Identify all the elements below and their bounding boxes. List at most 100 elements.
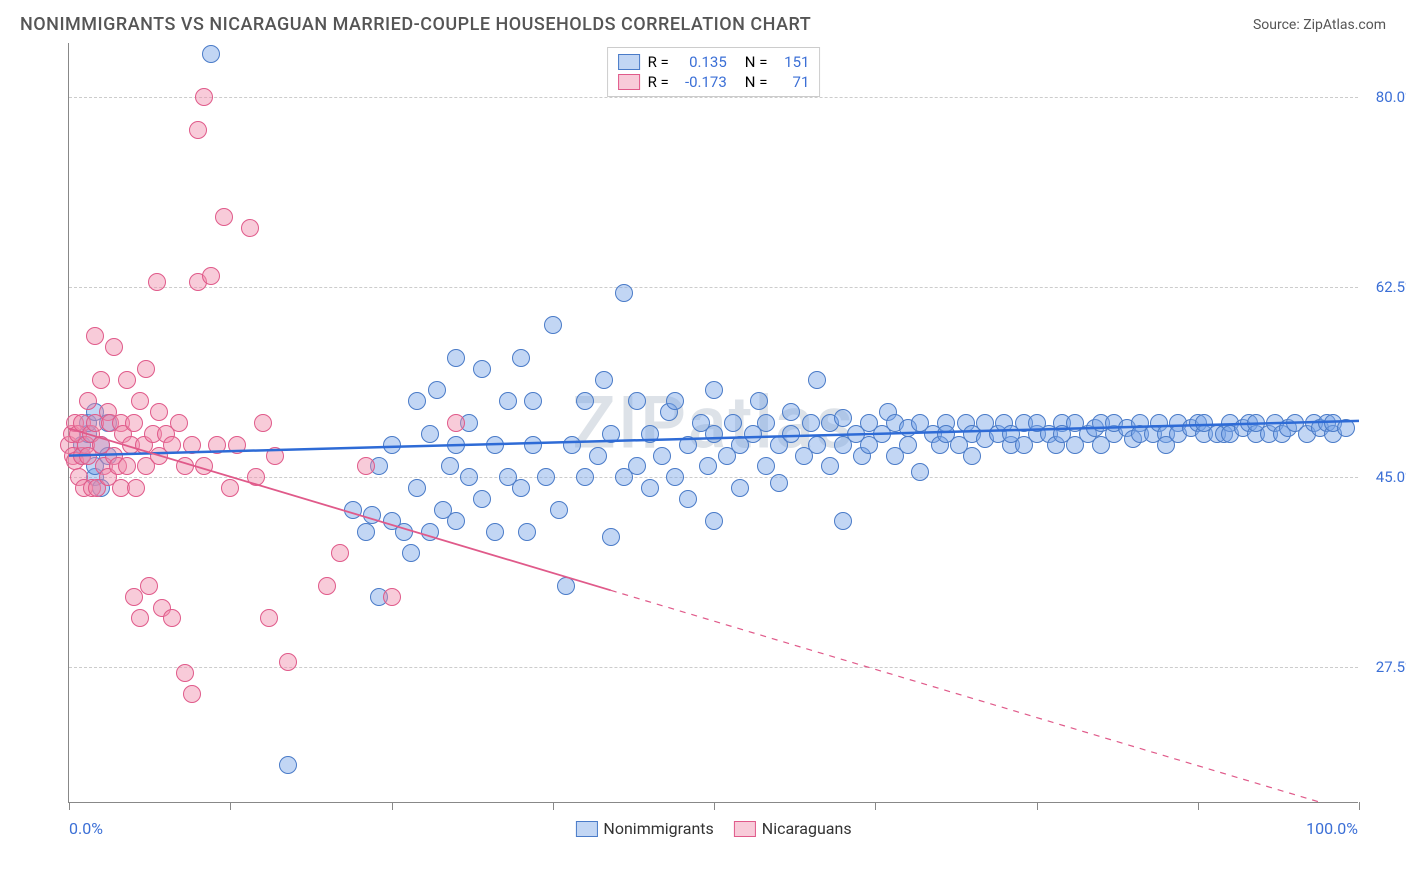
data-point (153, 599, 171, 617)
data-point (402, 544, 420, 562)
x-tick (1198, 802, 1199, 810)
data-point (1157, 425, 1175, 443)
data-point (499, 468, 517, 486)
data-point (899, 419, 917, 437)
data-point (383, 436, 401, 454)
data-point (125, 588, 143, 606)
data-point (1053, 414, 1071, 432)
gridline (69, 97, 1358, 98)
data-point (589, 447, 607, 465)
data-point (641, 479, 659, 497)
data-point (1247, 425, 1265, 443)
data-point (447, 414, 465, 432)
data-point (537, 468, 555, 486)
data-point (266, 447, 284, 465)
data-point (666, 468, 684, 486)
data-point (1066, 436, 1084, 454)
data-point (724, 414, 742, 432)
data-point (86, 468, 104, 486)
data-point (931, 436, 949, 454)
data-point (86, 403, 104, 421)
data-point (628, 392, 646, 410)
data-point (653, 447, 671, 465)
data-point (660, 403, 678, 421)
data-point (99, 468, 117, 486)
data-point (447, 349, 465, 367)
data-point (195, 457, 213, 475)
data-point (802, 414, 820, 432)
data-point (963, 425, 981, 443)
data-point (99, 447, 117, 465)
data-point (434, 501, 452, 519)
data-point (557, 577, 575, 595)
data-point (1318, 414, 1336, 432)
data-point (163, 609, 181, 627)
data-point (1221, 425, 1239, 443)
x-tick (69, 802, 70, 810)
y-tick-label: 45.0% (1366, 468, 1406, 486)
data-point (83, 479, 101, 497)
data-point (860, 436, 878, 454)
data-point (782, 403, 800, 421)
data-point (1234, 419, 1252, 437)
data-point (254, 414, 272, 432)
data-point (1221, 414, 1239, 432)
data-point (383, 588, 401, 606)
data-point (189, 273, 207, 291)
data-point (247, 468, 265, 486)
data-point (750, 392, 768, 410)
trend-line-solid (69, 421, 1359, 456)
data-point (937, 425, 955, 443)
data-point (1169, 425, 1187, 443)
data-point (770, 436, 788, 454)
data-point (1337, 419, 1355, 437)
data-point (1079, 425, 1097, 443)
data-point (1002, 436, 1020, 454)
data-point (873, 425, 891, 443)
data-point (92, 436, 110, 454)
legend-swatch (734, 821, 756, 837)
data-point (628, 457, 646, 475)
legend-row: R =-0.173N =71 (618, 72, 810, 92)
data-point (1002, 425, 1020, 443)
data-point (705, 512, 723, 530)
data-point (834, 436, 852, 454)
x-tick (875, 802, 876, 810)
r-label: R = (648, 53, 669, 71)
data-point (82, 425, 100, 443)
data-point (105, 338, 123, 356)
data-point (63, 425, 81, 443)
x-tick (230, 802, 231, 810)
x-tick-label: 100.0% (1306, 819, 1358, 838)
chart-container: Married-couple Households ZIPatlas R =0.… (20, 43, 1386, 803)
data-point (924, 425, 942, 443)
data-point (1105, 414, 1123, 432)
data-point (486, 523, 504, 541)
data-point (1266, 414, 1284, 432)
data-point (853, 447, 871, 465)
data-point (73, 436, 91, 454)
x-tick-label: 0.0% (69, 819, 103, 838)
data-point (821, 414, 839, 432)
data-point (363, 506, 381, 524)
data-point (1298, 425, 1316, 443)
data-point (1131, 414, 1149, 432)
r-label: R = (648, 73, 669, 91)
data-point (140, 577, 158, 595)
data-point (1092, 436, 1110, 454)
data-point (77, 436, 95, 454)
data-point (499, 392, 517, 410)
plot-area: ZIPatlas R =0.135N =151R =-0.173N =71 27… (68, 43, 1358, 803)
data-point (383, 512, 401, 530)
data-point (114, 425, 132, 443)
r-value: 0.135 (677, 53, 727, 71)
x-tick (553, 802, 554, 810)
series-legend: NonimmigrantsNicaraguans (575, 819, 851, 838)
data-point (183, 685, 201, 703)
data-point (576, 468, 594, 486)
data-point (88, 479, 106, 497)
data-point (170, 414, 188, 432)
data-point (202, 45, 220, 63)
data-point (808, 436, 826, 454)
data-point (125, 414, 143, 432)
